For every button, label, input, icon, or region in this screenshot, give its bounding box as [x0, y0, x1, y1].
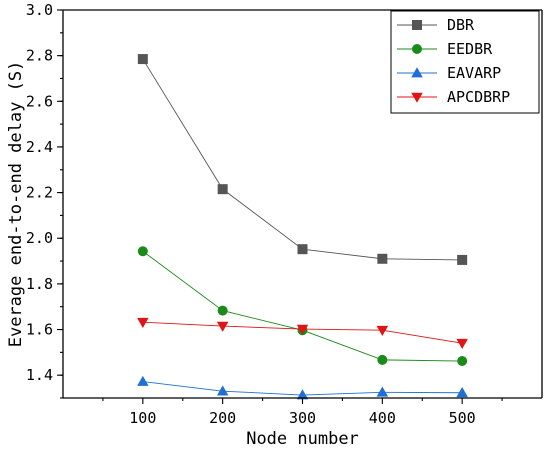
legend-marker [411, 67, 423, 78]
x-tick-label: 400 [369, 409, 396, 427]
legend: DBR EEDBR EAVARP APCDBRP [390, 10, 540, 114]
data-point [217, 184, 228, 195]
data-point [377, 253, 388, 264]
y-tick-label: 2.6 [26, 92, 53, 110]
y-tick-label: 2.2 [26, 184, 53, 202]
legend-item-dbr: DBR [397, 16, 475, 34]
legend-marker [412, 20, 422, 30]
data-point [457, 254, 468, 265]
data-point [216, 321, 229, 332]
legend-item-eavarp: EAVARP [397, 64, 501, 82]
data-point [137, 246, 148, 257]
data-point [377, 354, 388, 365]
legend-marker [411, 92, 423, 103]
data-point [297, 244, 308, 255]
legend-label: DBR [447, 16, 475, 34]
data-point [376, 386, 389, 397]
legend-label: EAVARP [447, 64, 501, 82]
series-eedbr [137, 246, 468, 367]
legend-item-apcdbrp: APCDBRP [397, 88, 510, 106]
y-tick-label: 1.6 [26, 321, 53, 339]
series-line [142, 250, 463, 362]
axes: 100 200 300 400 500 1.4 1.6 1.8 2.0 2.2 2.4 2.6 2.8 3… [26, 1, 543, 427]
series-eavarp [137, 375, 468, 400]
series-apcdbrp [137, 317, 468, 349]
x-axis-title: Node number [246, 429, 359, 449]
y-tick-label: 1.8 [26, 275, 53, 293]
plot-area [137, 54, 468, 400]
data-point [217, 305, 228, 316]
x-tick-label: 100 [129, 409, 156, 427]
y-tick-label: 1.4 [26, 366, 53, 384]
series-dbr [137, 54, 468, 265]
legend-label: APCDBRP [447, 88, 510, 106]
legend-item-eedbr: EEDBR [397, 40, 493, 58]
x-tick-label: 200 [209, 409, 236, 427]
y-tick-label: 3.0 [26, 1, 53, 19]
data-point [296, 324, 309, 335]
data-point [457, 356, 468, 367]
y-tick-label: 2.0 [26, 229, 53, 247]
legend-marker [412, 44, 422, 54]
data-point [137, 375, 149, 386]
y-tick-label: 2.4 [26, 138, 53, 156]
data-point [376, 325, 389, 336]
data-point [296, 389, 309, 400]
x-tick-label: 300 [289, 409, 316, 427]
x-tick-label: 500 [449, 409, 476, 427]
legend-label: EEDBR [447, 40, 493, 58]
data-point [137, 54, 148, 65]
data-point [137, 317, 149, 328]
y-tick-label: 2.8 [26, 47, 53, 65]
data-point [456, 387, 468, 398]
data-point [456, 338, 468, 349]
y-axis-title: Everage end-to-end delay (S) [6, 61, 26, 348]
data-point [216, 385, 229, 396]
